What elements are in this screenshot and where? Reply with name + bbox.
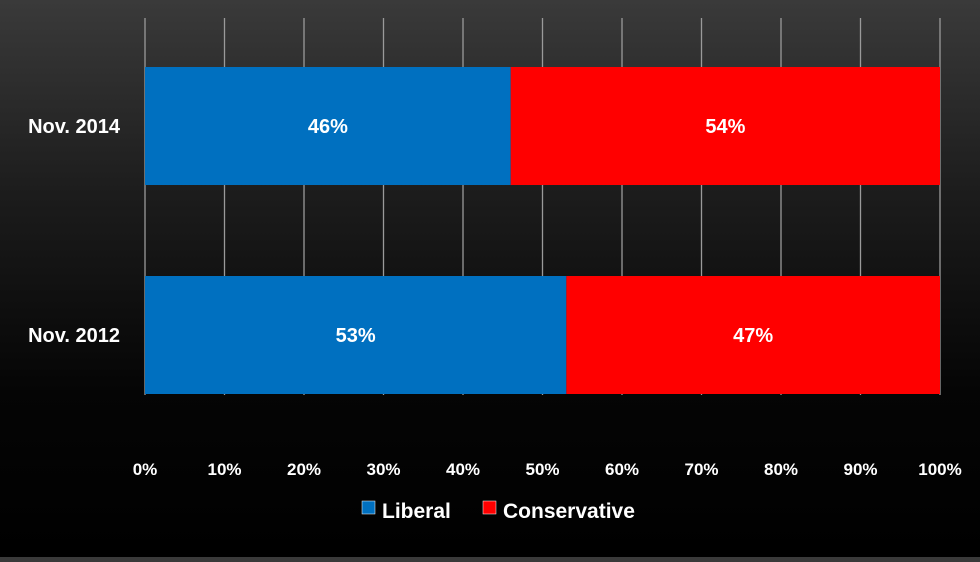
x-tick-label: 20% — [287, 460, 321, 479]
bar-conservative-1 — [566, 276, 940, 394]
legend-swatch-conservative — [482, 500, 497, 515]
bar-liberal-0 — [145, 67, 511, 185]
legend: Liberal Conservative — [361, 500, 635, 523]
x-tick-label: 80% — [764, 460, 798, 479]
data-label: 47% — [733, 325, 773, 347]
x-tick-label: 10% — [207, 460, 241, 479]
bar-conservative-0 — [510, 67, 940, 185]
x-tick-label: 70% — [684, 460, 718, 479]
y-axis-categories: Nov. 2014 Nov. 2012 — [28, 116, 121, 347]
legend-label-conservative: Conservative — [503, 500, 635, 523]
y-category-label: Nov. 2014 — [28, 116, 121, 138]
x-tick-label: 60% — [605, 460, 639, 479]
data-label: 53% — [336, 325, 376, 347]
y-category-label: Nov. 2012 — [28, 325, 120, 347]
data-label: 46% — [308, 116, 348, 138]
x-tick-label: 90% — [843, 460, 877, 479]
legend-label-liberal: Liberal — [382, 500, 451, 523]
data-labels: 46% 54% 53% 47% — [308, 116, 774, 347]
x-tick-label: 50% — [525, 460, 559, 479]
x-tick-label: 100% — [918, 460, 961, 479]
x-axis-ticks: 0% 10% 20% 30% 40% 50% 60% 70% 80% 90% 100% — [133, 460, 962, 479]
x-tick-label: 30% — [366, 460, 400, 479]
x-tick-label: 40% — [446, 460, 480, 479]
bar-liberal-1 — [145, 276, 567, 394]
bars — [145, 67, 940, 394]
data-label: 54% — [705, 116, 745, 138]
legend-swatch-liberal — [361, 500, 376, 515]
x-tick-label: 0% — [133, 460, 158, 479]
